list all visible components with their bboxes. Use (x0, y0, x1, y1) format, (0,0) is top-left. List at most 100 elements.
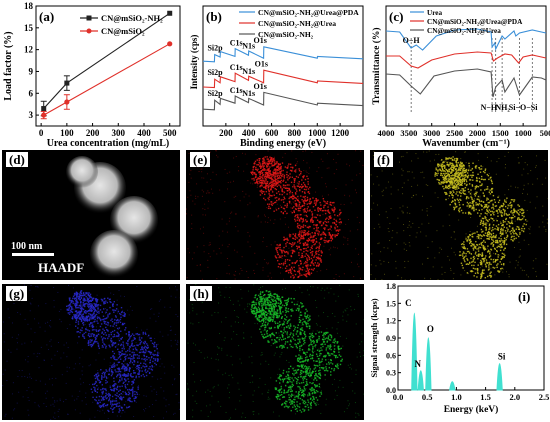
map-noise (54, 354, 56, 356)
map-signal (139, 339, 142, 341)
map-signal (83, 319, 85, 321)
map-signal (437, 172, 439, 175)
map-signal (268, 162, 271, 165)
map-signal (467, 213, 470, 215)
map-signal (469, 202, 471, 204)
map-signal (488, 209, 491, 211)
map-signal (482, 258, 485, 261)
map-signal (108, 335, 110, 338)
map-signal (330, 225, 332, 227)
map-signal (442, 185, 444, 188)
map-signal (502, 230, 504, 232)
map-noise (235, 270, 237, 272)
map-noise (527, 220, 529, 222)
map-signal (135, 376, 137, 379)
map-noise (21, 376, 23, 378)
map-signal (299, 267, 302, 270)
map-signal (512, 240, 514, 242)
map-signal (120, 396, 122, 398)
map-signal (485, 222, 487, 224)
map-signal (442, 172, 445, 175)
map-signal (86, 300, 89, 302)
map-noise (200, 270, 202, 272)
map-signal (149, 337, 151, 339)
map-signal (132, 339, 134, 341)
map-signal (499, 261, 501, 263)
map-noise (207, 207, 209, 209)
map-signal (481, 255, 484, 257)
map-noise (16, 402, 18, 404)
map-signal (120, 330, 122, 332)
map-signal (122, 391, 124, 393)
map-signal (303, 273, 305, 276)
map-signal (132, 345, 134, 347)
legend-label: CN@mSiO₂-NH₂@Urea (258, 19, 336, 28)
map-signal (446, 193, 448, 195)
map-signal (93, 383, 96, 385)
map-noise (67, 347, 69, 349)
map-signal (482, 230, 484, 233)
x-tick-label: 2500 (446, 128, 463, 138)
map-signal (434, 172, 437, 174)
map-noise (333, 158, 335, 160)
map-signal (289, 169, 292, 172)
map-signal (276, 172, 278, 174)
map-signal (477, 248, 480, 250)
map-signal (282, 249, 284, 252)
map-signal (491, 191, 493, 193)
panel-tag-d: (d) (6, 152, 28, 167)
map-noise (168, 404, 170, 406)
map-signal (134, 354, 137, 356)
map-noise (145, 395, 147, 397)
map-signal (133, 372, 136, 374)
map-noise (380, 251, 382, 253)
map-signal (266, 165, 269, 168)
map-noise (228, 264, 230, 266)
map-noise (116, 299, 118, 301)
map-signal (87, 344, 90, 346)
map-signal (268, 193, 270, 195)
map-signal (331, 238, 334, 240)
map-signal (290, 243, 293, 246)
map-signal (75, 307, 77, 309)
map-signal (131, 400, 133, 403)
map-signal (479, 168, 481, 170)
map-noise (146, 328, 148, 330)
map-signal (276, 192, 278, 194)
map-noise (498, 195, 500, 197)
map-signal (309, 251, 312, 254)
map-signal (69, 305, 72, 307)
map-signal (465, 255, 467, 257)
x-tick-label: 500 (163, 128, 177, 138)
map-noise (371, 195, 373, 197)
map-signal (119, 321, 122, 324)
map-noise (228, 418, 230, 420)
map-signal (274, 168, 276, 170)
map-signal (262, 174, 264, 176)
map-signal (461, 178, 464, 181)
map-signal (101, 332, 103, 334)
map-signal (116, 304, 118, 306)
y-axis-label: Intensity (cps) (189, 35, 199, 90)
map-noise (493, 258, 495, 260)
map-signal (338, 213, 341, 216)
map-signal (138, 372, 140, 374)
map-signal (492, 266, 494, 269)
map-signal (268, 205, 270, 208)
map-signal (484, 277, 487, 279)
map-signal (80, 305, 82, 308)
map-noise (347, 239, 349, 241)
map-signal (491, 199, 493, 201)
map-signal (315, 237, 317, 240)
map-signal (100, 369, 102, 371)
legend-marker (86, 28, 92, 34)
map-signal (294, 187, 296, 189)
map-signal (513, 199, 516, 201)
map-signal (462, 251, 465, 253)
map-signal (300, 171, 302, 173)
map-signal (513, 235, 515, 238)
map-signal (455, 161, 458, 163)
map-noise (381, 279, 383, 280)
map-noise (523, 239, 525, 241)
map-noise (343, 204, 345, 206)
